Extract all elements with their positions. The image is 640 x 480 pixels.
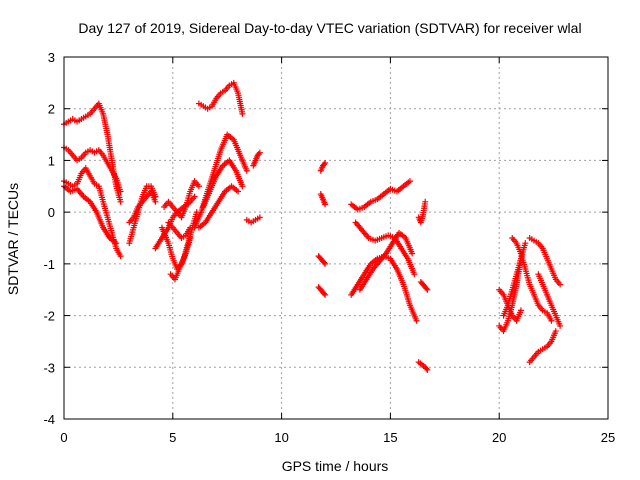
series-track-ah [526, 328, 559, 366]
data-point [552, 328, 559, 335]
data-point [117, 198, 124, 205]
series-track-t [315, 253, 329, 267]
series-track-f [126, 188, 159, 226]
series-track-l [195, 79, 246, 117]
series-track-ab [415, 359, 431, 373]
series-track-q [250, 149, 263, 169]
data-point [239, 110, 246, 117]
y-tick-label: 0 [48, 205, 55, 220]
data-point [113, 240, 120, 247]
y-tick-label: 1 [48, 153, 55, 168]
series-track-ag [526, 235, 564, 288]
data-point [191, 193, 198, 200]
data-point [548, 317, 555, 324]
series-track-r [317, 160, 329, 174]
data-point [424, 366, 431, 373]
data-point [557, 281, 564, 288]
y-axis-label: SDTVAR / TECUs [5, 183, 21, 295]
data-point [117, 253, 124, 260]
y-tick-label: -4 [43, 412, 55, 427]
x-tick-label: 25 [601, 430, 615, 445]
series-track-v [348, 178, 413, 213]
axis-ticks: 0 5 10 15 20 25 -4 -3 -2 -1 0 1 2 3 [43, 50, 615, 445]
data-point [322, 291, 329, 298]
data-point [117, 188, 124, 195]
series-track-g [152, 193, 198, 252]
data-point [239, 183, 246, 190]
series-track-z [415, 198, 429, 226]
data-marks [61, 79, 564, 373]
data-point [256, 214, 263, 221]
series-track-p [243, 214, 263, 226]
x-tick-label: 15 [383, 430, 397, 445]
data-point [522, 240, 529, 247]
series-track-n [200, 157, 246, 210]
data-point [423, 285, 430, 292]
data-point [422, 198, 429, 205]
x-axis-label: GPS time / hours [282, 458, 389, 474]
y-tick-label: -3 [43, 360, 55, 375]
y-tick-label: -2 [43, 309, 55, 324]
x-tick-label: 10 [274, 430, 288, 445]
series-track-af [509, 235, 555, 324]
plot-frame [63, 56, 609, 420]
data-point [322, 260, 329, 267]
data-point [235, 188, 242, 195]
y-tick-label: 2 [48, 102, 55, 117]
x-tick-label: 0 [60, 430, 67, 445]
data-point [243, 167, 250, 174]
series-track-x [352, 219, 418, 278]
series-track-d [61, 183, 120, 247]
data-point [322, 160, 329, 167]
series-track-w [348, 253, 420, 324]
chart-title: Day 127 of 2019, Sidereal Day-to-day VTE… [78, 20, 581, 36]
data-point [256, 149, 263, 156]
x-tick-label: 5 [169, 430, 176, 445]
y-tick-label: -1 [43, 257, 55, 272]
series-track-i [161, 178, 202, 221]
series-track-ae [500, 240, 529, 319]
data-point [255, 150, 262, 157]
data-point [321, 290, 328, 297]
data-point [195, 183, 202, 190]
data-point [406, 178, 413, 185]
data-point [322, 201, 329, 208]
data-point [321, 161, 328, 168]
series-track-s [317, 191, 329, 208]
data-point [411, 271, 418, 278]
grid [64, 57, 608, 419]
series-track-u [315, 284, 329, 298]
series-track-e [126, 183, 159, 247]
series-track-a [61, 100, 124, 205]
data-point [152, 198, 159, 205]
data-point [423, 365, 430, 372]
x-tick-label: 20 [492, 430, 506, 445]
data-point [321, 259, 328, 266]
data-point [424, 286, 431, 293]
series-track-o [195, 183, 242, 231]
data-point [409, 250, 416, 257]
data-point [413, 317, 420, 324]
series-track-aa [417, 278, 431, 293]
data-point [517, 307, 524, 314]
series-track-y [356, 229, 416, 293]
y-tick-label: 3 [48, 50, 55, 65]
data-point [557, 322, 564, 329]
series-track-ai [535, 271, 564, 329]
